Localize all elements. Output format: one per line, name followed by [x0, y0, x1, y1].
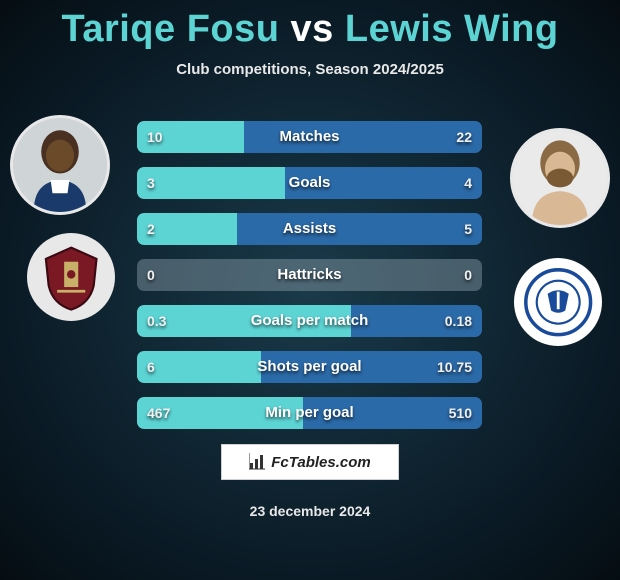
stat-row: 2Assists5 — [137, 213, 482, 245]
stat-row: 0Hattricks0 — [137, 259, 482, 291]
footer-date: 23 december 2024 — [0, 503, 620, 519]
stat-row: 10Matches22 — [137, 121, 482, 153]
player1-name: Tariqe Fosu — [61, 8, 279, 50]
stat-row: 0.3Goals per match0.18 — [137, 305, 482, 337]
vs-text: vs — [291, 8, 334, 50]
stat-row: 6Shots per goal10.75 — [137, 351, 482, 383]
player2-club-badge — [514, 258, 602, 346]
stat-label: Matches — [137, 121, 482, 153]
stat-label: Goals — [137, 167, 482, 199]
stat-value-player2: 22 — [456, 121, 472, 153]
player2-name: Lewis Wing — [345, 8, 559, 50]
stat-row: 3Goals4 — [137, 167, 482, 199]
comparison-title: Tariqe Fosu vs Lewis Wing — [0, 0, 620, 51]
chart-icon — [249, 453, 267, 471]
player1-club-badge — [27, 233, 115, 321]
stat-row: 467Min per goal510 — [137, 397, 482, 429]
stat-value-player2: 510 — [449, 397, 472, 429]
stat-value-player2: 0 — [464, 259, 472, 291]
stats-table: 10Matches22 3Goals4 2Assists5 0Hattricks0 0.… — [137, 121, 482, 443]
subtitle: Club competitions, Season 2024/2025 — [0, 61, 620, 78]
brand-logo: FcTables.com — [221, 444, 399, 480]
stat-value-player2: 4 — [464, 167, 472, 199]
stat-label: Min per goal — [137, 397, 482, 429]
stat-label: Goals per match — [137, 305, 482, 337]
stat-value-player2: 5 — [464, 213, 472, 245]
stat-label: Shots per goal — [137, 351, 482, 383]
brand-text: FcTables.com — [271, 454, 370, 471]
stat-label: Hattricks — [137, 259, 482, 291]
stat-value-player2: 10.75 — [437, 351, 472, 383]
player1-avatar — [10, 115, 110, 215]
stat-value-player2: 0.18 — [445, 305, 472, 337]
player2-avatar — [510, 128, 610, 228]
stat-label: Assists — [137, 213, 482, 245]
